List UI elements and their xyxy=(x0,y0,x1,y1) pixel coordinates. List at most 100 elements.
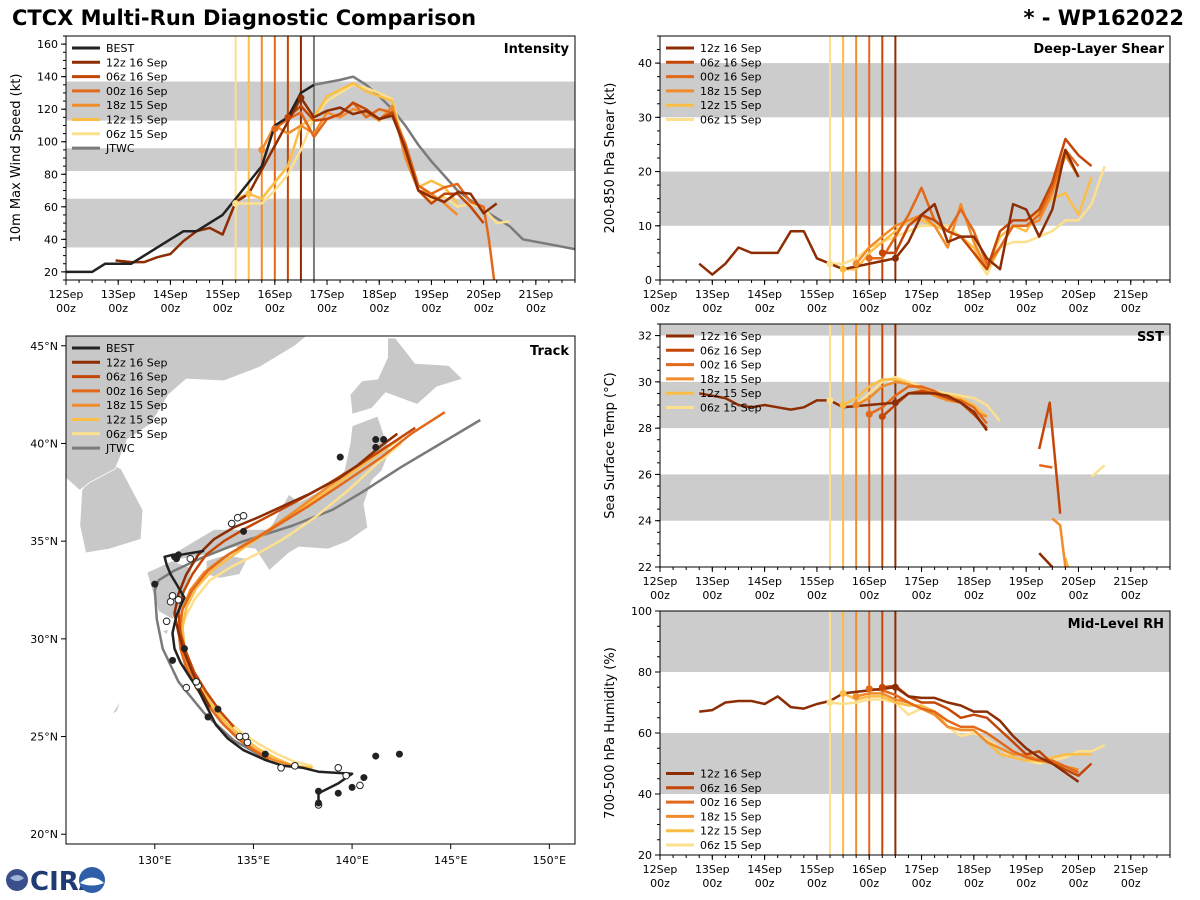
x-tick-label: 00z xyxy=(755,302,775,315)
x-tick-label: 14Sep xyxy=(747,288,782,301)
legend-label: BEST xyxy=(106,342,134,355)
plot-frame xyxy=(659,323,1171,568)
best-track-marker xyxy=(240,527,248,535)
x-tick-label: 16Sep xyxy=(852,288,887,301)
x-tick-label: 20Sep xyxy=(1061,575,1096,588)
x-tick-label: 00z xyxy=(964,589,984,602)
track-position-marker xyxy=(168,592,177,600)
x-tick-label: 00z xyxy=(650,589,670,602)
legend-label: 12z 16 Sep xyxy=(700,768,762,781)
series-line xyxy=(1064,557,1070,567)
x-tick-label: 15Sep xyxy=(800,288,835,301)
plot-area xyxy=(660,611,1170,855)
main-title: CTCX Multi-Run Diagnostic Comparison xyxy=(12,6,477,30)
series-line xyxy=(698,392,988,432)
panel-title: Track xyxy=(530,344,569,359)
x-tick-label: 00z xyxy=(755,877,775,890)
best-track-marker xyxy=(151,580,159,588)
shaded-band xyxy=(660,324,1170,336)
legend-label: 06z 16 Sep xyxy=(106,371,168,384)
lon-tick-label: 140°E xyxy=(335,854,368,867)
x-tick-label: 00z xyxy=(807,877,827,890)
y-tick-label: 100 xyxy=(631,605,652,618)
series-line xyxy=(855,154,1080,271)
x-tick-label: 18Sep xyxy=(362,288,397,301)
legend-label: 06z 16 Sep xyxy=(700,344,762,357)
x-tick-label: 17Sep xyxy=(310,288,345,301)
x-tick-label: 15Sep xyxy=(800,575,835,588)
legend-label: 12z 16 Sep xyxy=(106,356,168,369)
cira-logo: CIRA xyxy=(6,867,105,896)
x-tick-label: 16Sep xyxy=(852,863,887,876)
x-tick-label: 14Sep xyxy=(747,575,782,588)
y-tick-label: 20 xyxy=(638,166,652,179)
x-tick-label: 00z xyxy=(1121,877,1141,890)
x-tick-label: 00z xyxy=(161,302,181,315)
lat-tick-label: 30°N xyxy=(30,633,58,646)
init-marker xyxy=(826,396,834,404)
x-tick-label: 00z xyxy=(526,302,546,315)
y-tick-label: 40 xyxy=(638,788,652,801)
init-marker xyxy=(891,399,899,407)
x-tick-label: 00z xyxy=(1069,589,1089,602)
y-tick-label: 0 xyxy=(645,274,652,287)
series-line xyxy=(287,101,485,224)
track-position-marker xyxy=(174,595,183,604)
init-marker xyxy=(284,113,292,121)
y-tick-label: 32 xyxy=(638,330,652,343)
series-line xyxy=(66,83,315,274)
track-position-marker xyxy=(291,762,299,770)
x-tick-label: 18Sep xyxy=(956,575,991,588)
series-line xyxy=(698,148,1080,276)
panel-title: Intensity xyxy=(504,42,570,57)
x-tick-label: 00z xyxy=(650,302,670,315)
y-tick-label: 140 xyxy=(37,71,58,84)
x-tick-label: 17Sep xyxy=(904,575,939,588)
init-marker xyxy=(826,260,834,268)
x-tick-label: 00z xyxy=(1069,877,1089,890)
shaded-band xyxy=(660,733,1170,794)
lat-tick-label: 35°N xyxy=(30,535,58,548)
y-tick-label: 10 xyxy=(638,220,652,233)
x-tick-label: 15Sep xyxy=(800,863,835,876)
init-marker xyxy=(878,683,886,691)
init-marker xyxy=(839,265,847,273)
series-line xyxy=(1090,464,1106,478)
x-tick-label: 00z xyxy=(859,589,879,602)
x-tick-label: 21Sep xyxy=(1113,863,1148,876)
init-marker xyxy=(852,401,860,409)
series-line xyxy=(235,83,510,225)
x-tick-label: 18Sep xyxy=(956,863,991,876)
track-panel: 130°E 135°E 140°E 145°E 150°E 20°N 25°N 30°N 35°… xyxy=(30,335,576,867)
best-track-marker xyxy=(204,713,212,721)
x-tick-label: 18Sep xyxy=(956,288,991,301)
track-position-marker xyxy=(342,771,350,780)
lat-tick-label: 20°N xyxy=(30,828,58,841)
map-area xyxy=(66,336,481,809)
shaded-band xyxy=(66,198,575,248)
legend-label: 12z 15 Sep xyxy=(700,99,762,112)
y-tick-label: 80 xyxy=(44,168,58,181)
x-tick-label: 00z xyxy=(912,589,932,602)
init-marker xyxy=(839,689,847,697)
init-marker xyxy=(891,683,899,691)
globe-land-icon xyxy=(10,875,24,881)
legend-label: 06z 15 Sep xyxy=(700,402,762,415)
y-axis-label: 700-500 hPa Humidity (%) xyxy=(603,647,618,819)
x-tick-label: 17Sep xyxy=(904,863,939,876)
legend-label: 06z 15 Sep xyxy=(106,428,168,441)
legend-label: 00z 16 Sep xyxy=(700,796,762,809)
y-tick-label: 24 xyxy=(638,515,652,528)
x-tick-label: 21Sep xyxy=(518,288,553,301)
x-tick-label: 20Sep xyxy=(1061,288,1096,301)
x-tick-label: 00z xyxy=(912,877,932,890)
best-track-marker xyxy=(372,443,380,451)
x-tick-label: 00z xyxy=(702,302,722,315)
x-tick-label: 00z xyxy=(1069,302,1089,315)
plot-area xyxy=(66,36,575,280)
series-line xyxy=(1038,463,1053,469)
x-tick-label: 21Sep xyxy=(1113,575,1148,588)
x-tick-label: 14Sep xyxy=(747,863,782,876)
legend-label: 00z 16 Sep xyxy=(700,71,762,84)
x-tick-label: 00z xyxy=(859,877,879,890)
